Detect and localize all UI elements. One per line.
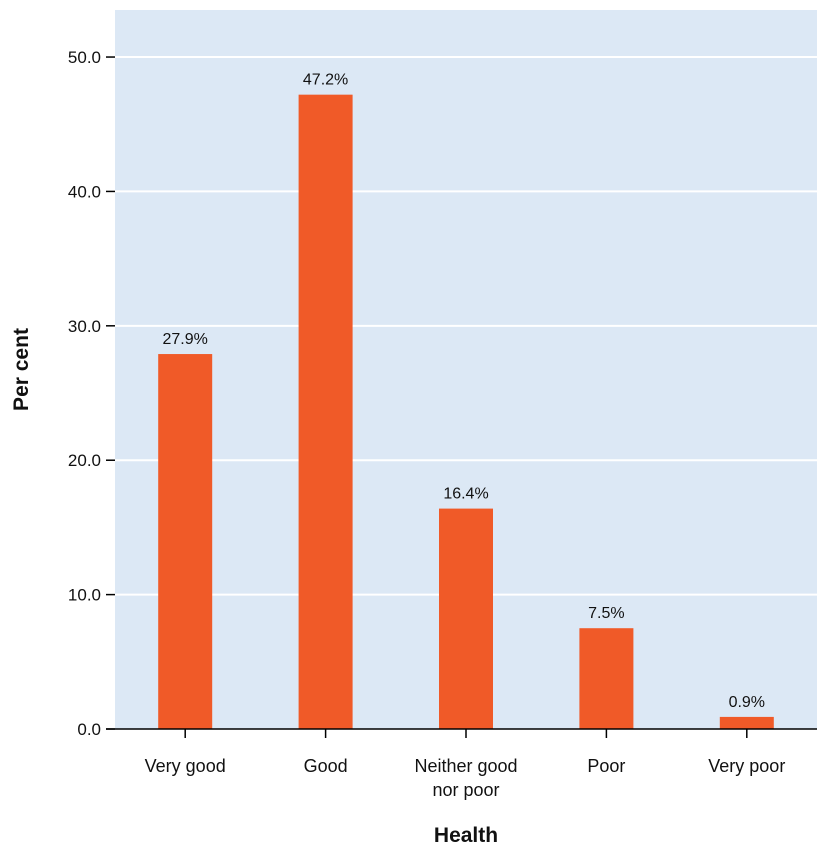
bar (719, 716, 774, 729)
x-tick-label: Very poor (708, 756, 785, 776)
data-label: 27.9% (163, 331, 208, 348)
bar (298, 94, 353, 729)
y-tick-label: 50.0 (68, 48, 101, 67)
gridlines (115, 56, 817, 596)
x-tick-label: Very good (145, 756, 226, 776)
x-axis-title: Health (434, 824, 498, 847)
data-label: 47.2% (303, 72, 348, 89)
bar (439, 508, 493, 729)
bar (158, 354, 213, 729)
y-tick-label: 0.0 (77, 720, 101, 739)
y-tick-label: 40.0 (68, 182, 101, 201)
value-labels: 27.9% 47.2% 16.4% 7.5% 0.9% (163, 72, 766, 711)
data-label: 16.4% (443, 486, 488, 503)
x-tick-label: Poor (587, 756, 625, 776)
data-label: 0.9% (729, 694, 765, 711)
y-tick-label: 20.0 (68, 451, 101, 470)
y-axis-ticks: 0.0 10.0 20.0 30.0 40.0 50.0 (68, 48, 115, 739)
x-tick-label: Good (304, 756, 348, 776)
data-label: 7.5% (588, 605, 624, 622)
y-tick-label: 30.0 (68, 317, 101, 336)
y-axis-title: Per cent (10, 328, 33, 411)
bars (158, 94, 774, 729)
x-tick-label: Neither good nor poor (414, 756, 517, 800)
y-tick-label: 10.0 (68, 586, 101, 605)
bar (579, 628, 634, 729)
x-axis-ticks: Very good Good Neither good nor poor Poor Ver… (145, 729, 785, 800)
